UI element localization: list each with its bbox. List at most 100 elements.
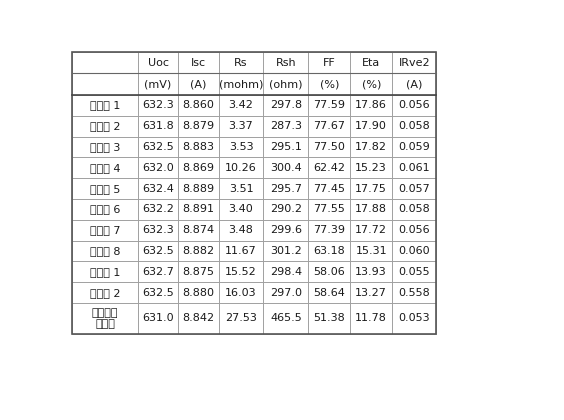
Bar <box>138 199 178 220</box>
Text: 17.75: 17.75 <box>355 184 387 194</box>
Text: 8.883: 8.883 <box>182 142 214 152</box>
Text: Isc: Isc <box>191 58 206 68</box>
Bar <box>218 261 263 282</box>
Bar <box>392 178 437 199</box>
Text: 632.2: 632.2 <box>142 205 174 214</box>
Bar <box>350 52 392 74</box>
Text: 实施例 1: 实施例 1 <box>90 100 120 110</box>
Bar <box>263 241 309 261</box>
Bar <box>218 220 263 241</box>
Bar <box>392 95 437 116</box>
Bar <box>350 282 392 303</box>
Bar <box>350 178 392 199</box>
Bar <box>178 116 218 136</box>
Text: 632.5: 632.5 <box>142 142 174 152</box>
Text: 0.058: 0.058 <box>398 121 430 131</box>
Bar <box>392 136 437 158</box>
Bar <box>350 220 392 241</box>
Bar <box>392 158 437 178</box>
Text: 8.882: 8.882 <box>182 246 214 256</box>
Bar <box>218 158 263 178</box>
Bar <box>178 241 218 261</box>
Bar <box>178 158 218 178</box>
Bar <box>138 241 178 261</box>
Text: 8.875: 8.875 <box>182 267 214 277</box>
Bar <box>392 241 437 261</box>
Text: 0.056: 0.056 <box>398 100 430 110</box>
Bar <box>138 95 178 116</box>
Bar <box>263 136 309 158</box>
Text: (mV): (mV) <box>144 79 171 89</box>
Text: 0.055: 0.055 <box>398 267 430 277</box>
Bar <box>72 261 138 282</box>
Text: Uoc: Uoc <box>148 58 169 68</box>
Text: 对比例 1: 对比例 1 <box>90 267 120 277</box>
Bar <box>392 303 437 334</box>
Text: 实施例 5: 实施例 5 <box>90 184 120 194</box>
Bar <box>309 116 350 136</box>
Text: 8.889: 8.889 <box>182 184 214 194</box>
Text: 297.0: 297.0 <box>270 288 302 297</box>
Text: 299.6: 299.6 <box>270 225 302 235</box>
Text: 8.874: 8.874 <box>182 225 214 235</box>
Bar <box>309 199 350 220</box>
Bar <box>309 158 350 178</box>
Text: 51.38: 51.38 <box>314 313 345 323</box>
Bar <box>138 303 178 334</box>
Bar <box>309 241 350 261</box>
Text: 8.891: 8.891 <box>182 205 214 214</box>
Bar <box>350 261 392 282</box>
Text: 631.8: 631.8 <box>142 121 174 131</box>
Text: Eta: Eta <box>362 58 380 68</box>
Bar <box>263 178 309 199</box>
Text: 8.842: 8.842 <box>182 313 214 323</box>
Bar <box>263 199 309 220</box>
Bar <box>350 158 392 178</box>
Text: 77.55: 77.55 <box>314 205 345 214</box>
Text: 0.057: 0.057 <box>398 184 430 194</box>
Bar <box>138 52 178 74</box>
Text: 632.4: 632.4 <box>142 184 174 194</box>
Bar <box>72 241 138 261</box>
Text: 8.860: 8.860 <box>182 100 214 110</box>
Text: 77.39: 77.39 <box>314 225 345 235</box>
Text: 8.879: 8.879 <box>182 121 214 131</box>
Bar <box>138 74 178 95</box>
Text: 3.51: 3.51 <box>228 184 253 194</box>
Text: 3.37: 3.37 <box>228 121 253 131</box>
Bar <box>138 116 178 136</box>
Text: 290.2: 290.2 <box>270 205 302 214</box>
Bar <box>178 261 218 282</box>
Text: Rsh: Rsh <box>276 58 296 68</box>
Text: 实施例 3: 实施例 3 <box>90 142 120 152</box>
Text: 632.0: 632.0 <box>142 163 174 173</box>
Bar <box>218 95 263 116</box>
Bar <box>178 220 218 241</box>
Text: 11.78: 11.78 <box>355 313 387 323</box>
Bar <box>218 74 263 95</box>
Text: (%): (%) <box>362 79 381 89</box>
Bar <box>263 95 309 116</box>
Bar <box>350 95 392 116</box>
Bar <box>350 303 392 334</box>
Text: 15.31: 15.31 <box>355 246 387 256</box>
Bar <box>392 261 437 282</box>
Bar <box>350 74 392 95</box>
Text: 632.5: 632.5 <box>142 288 174 297</box>
Text: 15.23: 15.23 <box>355 163 387 173</box>
Bar <box>263 74 309 95</box>
Bar <box>309 282 350 303</box>
Text: 0.061: 0.061 <box>398 163 430 173</box>
Text: (%): (%) <box>320 79 339 89</box>
Bar <box>178 282 218 303</box>
Bar <box>72 74 138 95</box>
Text: 297.8: 297.8 <box>270 100 302 110</box>
Bar <box>309 136 350 158</box>
Text: 58.06: 58.06 <box>314 267 345 277</box>
Bar <box>218 199 263 220</box>
Bar <box>263 158 309 178</box>
Text: 631.0: 631.0 <box>142 313 174 323</box>
Bar <box>72 136 138 158</box>
Text: 13.93: 13.93 <box>355 267 387 277</box>
Text: 62.42: 62.42 <box>314 163 345 173</box>
